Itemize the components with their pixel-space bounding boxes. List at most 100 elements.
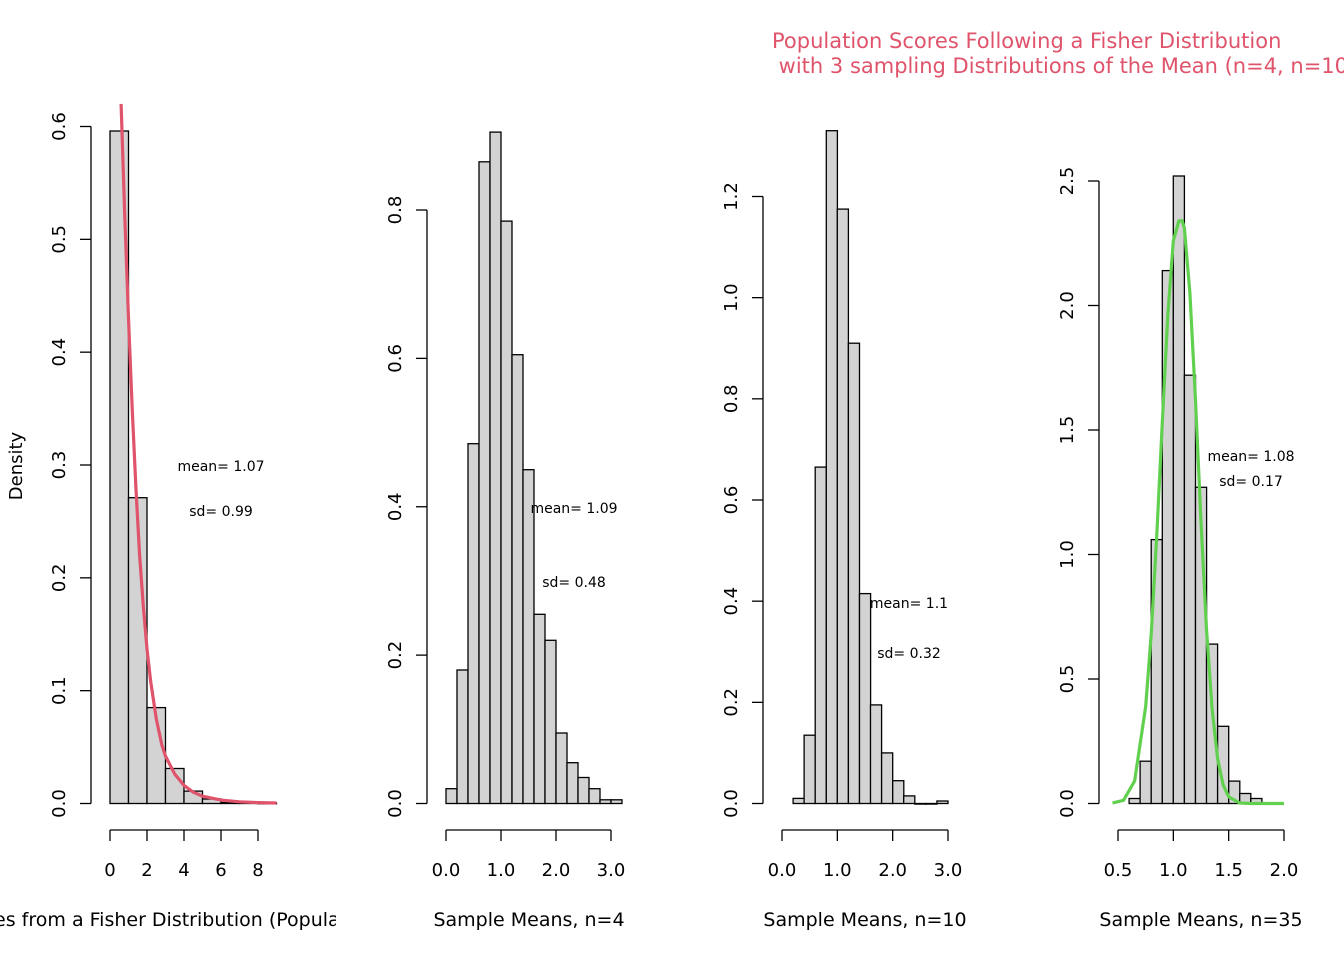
histogram-bar [522, 469, 535, 805]
histogram-bar [109, 130, 130, 805]
histogram-bar [880, 752, 894, 805]
y-tick-label: 0.2 [385, 641, 406, 670]
density-curve [119, 103, 277, 805]
y-tick-label: 0.6 [721, 486, 742, 515]
x-tick-label: 4 [178, 860, 189, 881]
x-tick-label: 1.0 [823, 860, 852, 881]
x-tick-label: 0.0 [432, 860, 461, 881]
chart-title-line-1: Population Scores Following a Fisher Dis… [772, 29, 1281, 53]
x-tick-label: 3.0 [597, 860, 626, 881]
panel-3: 0.0 0.2 0.4 0.6 0.8 1.0 1.2 0.0 1.0 2.0 3.0 Sample … [721, 130, 967, 931]
histogram-bar [555, 732, 568, 805]
mean-annotation: mean= 1.08 [1207, 449, 1294, 465]
y-tick-label: 0.2 [721, 688, 742, 717]
mean-annotation: mean= 1.1 [870, 596, 948, 612]
y-tick-label: 1.0 [1057, 540, 1078, 569]
y-tick-label: 0.0 [385, 789, 406, 818]
panel-2: 0.0 0.2 0.4 0.6 0.8 0.0 1.0 2.0 3.0 Sample Means,… [385, 131, 626, 931]
x-tick-label: 0.5 [1104, 860, 1133, 881]
y-tick-label: 1.2 [721, 182, 742, 211]
y-tick-label: 0.2 [49, 563, 70, 592]
y-tick-label: 1.0 [721, 283, 742, 312]
histogram-bar [588, 788, 601, 805]
histogram-bar [1161, 269, 1175, 805]
y-tick-label: 0.4 [49, 338, 70, 367]
y-tick-label: 0.4 [721, 587, 742, 616]
histogram-bar [836, 208, 850, 805]
histogram-bar [1205, 643, 1219, 805]
sd-annotation: sd= 0.32 [877, 646, 941, 662]
histogram-bar [1228, 780, 1241, 805]
x-tick-label: 0.0 [768, 860, 797, 881]
y-tick-label: 0.3 [49, 451, 70, 480]
histogram-bar [456, 669, 469, 805]
y-tick-label: 2.0 [1057, 291, 1078, 320]
histogram-bar [792, 797, 805, 805]
y-axis-label: Density [6, 431, 27, 500]
y-tick-label: 0.5 [49, 225, 70, 254]
histogram-bar [892, 780, 905, 805]
histogram-bar [936, 800, 949, 805]
histogram-bar [1128, 797, 1141, 805]
x-tick-label: 0 [104, 860, 115, 881]
histogram-bar [914, 802, 927, 805]
density-curve [1112, 219, 1284, 806]
histogram-bar [803, 734, 816, 805]
y-tick-label: 0.8 [385, 196, 406, 225]
y-tick-label: 0.0 [721, 789, 742, 818]
x-tick-label: 1.0 [487, 860, 516, 881]
histogram-bar [544, 639, 557, 805]
x-tick-label: 6 [215, 860, 226, 881]
y-tick-label: 0.1 [49, 676, 70, 705]
y-tick-label: 1.5 [1057, 416, 1078, 445]
sd-annotation: sd= 0.48 [542, 575, 606, 591]
panel-4: 0.0 0.5 1.0 1.5 2.0 2.5 0.5 1.0 1.5 2.0 Sample Mea… [1057, 167, 1303, 931]
histogram-bar [599, 799, 612, 805]
x-axis-label: Sample Means, n=10 [763, 909, 966, 931]
y-tick-label: 0.4 [385, 492, 406, 521]
histogram-bar [1139, 760, 1152, 805]
sd-annotation: sd= 0.17 [1219, 474, 1283, 490]
mean-annotation: mean= 1.07 [177, 459, 264, 475]
histogram-bar [814, 466, 827, 805]
histogram-bar [511, 354, 524, 805]
x-tick-label: 2.0 [878, 860, 907, 881]
y-tick-label: 0.8 [721, 384, 742, 413]
x-tick-label: 8 [252, 860, 263, 881]
histogram-bar [847, 342, 861, 805]
histogram-bar [500, 220, 513, 805]
x-axis-label: Sample Means, n=4 [433, 909, 624, 931]
histogram-bar [903, 795, 916, 805]
histogram-bar [489, 131, 502, 805]
histogram-bar [1172, 175, 1186, 805]
histogram-bar [478, 161, 491, 805]
x-axis-label: Sample Means, n=35 [1099, 909, 1302, 931]
histogram-bar [1183, 374, 1197, 805]
histogram-bar [869, 704, 883, 805]
panel-1: 0.0 0.1 0.2 0.3 0.4 0.5 0.6 0 2 4 6 8 Scores from a … [0, 103, 383, 931]
y-tick-label: 0.6 [49, 112, 70, 141]
x-tick-label: 2.0 [1270, 860, 1299, 881]
y-tick-label: 0.6 [385, 344, 406, 373]
x-tick-label: 1.5 [1214, 860, 1243, 881]
histogram-bar [825, 130, 839, 805]
histogram-bar [533, 613, 546, 805]
x-tick-label: 1.0 [1159, 860, 1188, 881]
mean-annotation: mean= 1.09 [530, 501, 617, 517]
y-tick-label: 0.0 [49, 789, 70, 818]
histogram-bar [566, 762, 579, 805]
y-tick-label: 2.5 [1057, 167, 1078, 196]
x-tick-label: 3.0 [934, 860, 963, 881]
histogram-bar [467, 443, 480, 805]
y-tick-label: 0.5 [1057, 665, 1078, 694]
x-axis-label: Scores from a Fisher Distribution (Popul… [0, 909, 383, 931]
x-tick-label: 2.0 [542, 860, 571, 881]
histogram-bar [445, 788, 458, 805]
histogram-bar [925, 802, 938, 805]
y-tick-label: 0.0 [1057, 789, 1078, 818]
histogram-bar [610, 799, 623, 805]
histogram-bar [577, 776, 590, 805]
chart-title-line-2: with 3 sampling Distributions of the Mea… [772, 54, 1344, 78]
